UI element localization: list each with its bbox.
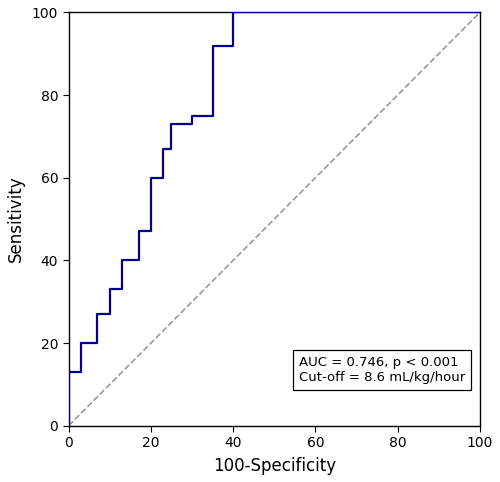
Text: AUC = 0.746, p < 0.001
Cut-off = 8.6 mL/kg/hour: AUC = 0.746, p < 0.001 Cut-off = 8.6 mL/… [299,356,465,384]
X-axis label: 100-Specificity: 100-Specificity [212,457,336,475]
Y-axis label: Sensitivity: Sensitivity [7,176,25,262]
